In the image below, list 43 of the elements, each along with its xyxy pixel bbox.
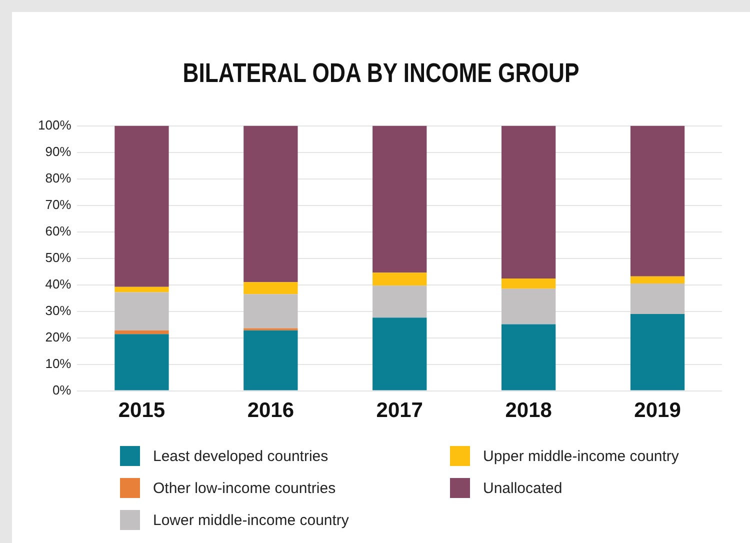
x-tick-label: 2016 — [247, 399, 294, 422]
y-tick-label: 20% — [45, 329, 72, 344]
y-tick-label: 90% — [45, 144, 72, 159]
bar — [372, 286, 427, 318]
bar — [114, 286, 169, 292]
bar — [244, 330, 298, 390]
legend-label: Upper middle-income country — [483, 448, 679, 464]
legend-label: Unallocated — [483, 480, 562, 496]
y-tick-label: 60% — [45, 223, 72, 238]
legend-label: Other low-income countries — [153, 480, 336, 496]
bar — [372, 272, 427, 286]
bar — [244, 282, 298, 294]
bar — [630, 126, 685, 276]
bar — [630, 314, 685, 390]
bar — [372, 318, 427, 390]
bar — [244, 294, 298, 328]
y-tick-label: 10% — [45, 356, 72, 371]
y-tick-label: 80% — [45, 170, 72, 186]
x-tick-label: 2018 — [505, 399, 552, 422]
chart-title: BILATERAL ODA BY INCOME GROUP — [182, 58, 580, 89]
y-tick-label: 100% — [38, 117, 72, 132]
bar — [501, 278, 556, 289]
bar — [501, 324, 556, 390]
x-tick-label: 2015 — [118, 399, 166, 422]
y-tick-label: 70% — [45, 196, 72, 212]
bar — [630, 276, 685, 284]
y-tick-label: 50% — [45, 250, 72, 265]
x-tick-label: 2019 — [634, 399, 681, 422]
bar — [114, 330, 169, 334]
bar — [501, 288, 556, 324]
bar — [630, 283, 685, 314]
bar — [244, 126, 298, 282]
bar — [372, 126, 427, 273]
legend-label: Lower middle-income country — [153, 512, 349, 528]
bar — [501, 126, 556, 278]
y-tick-label: 0% — [52, 382, 72, 398]
x-tick-label: 2017 — [376, 399, 423, 422]
y-tick-label: 40% — [45, 276, 72, 292]
legend-label: Least developed countries — [153, 448, 328, 464]
bar — [114, 334, 169, 390]
y-tick-label: 30% — [45, 302, 72, 318]
bar — [114, 292, 169, 330]
bar — [114, 126, 169, 287]
